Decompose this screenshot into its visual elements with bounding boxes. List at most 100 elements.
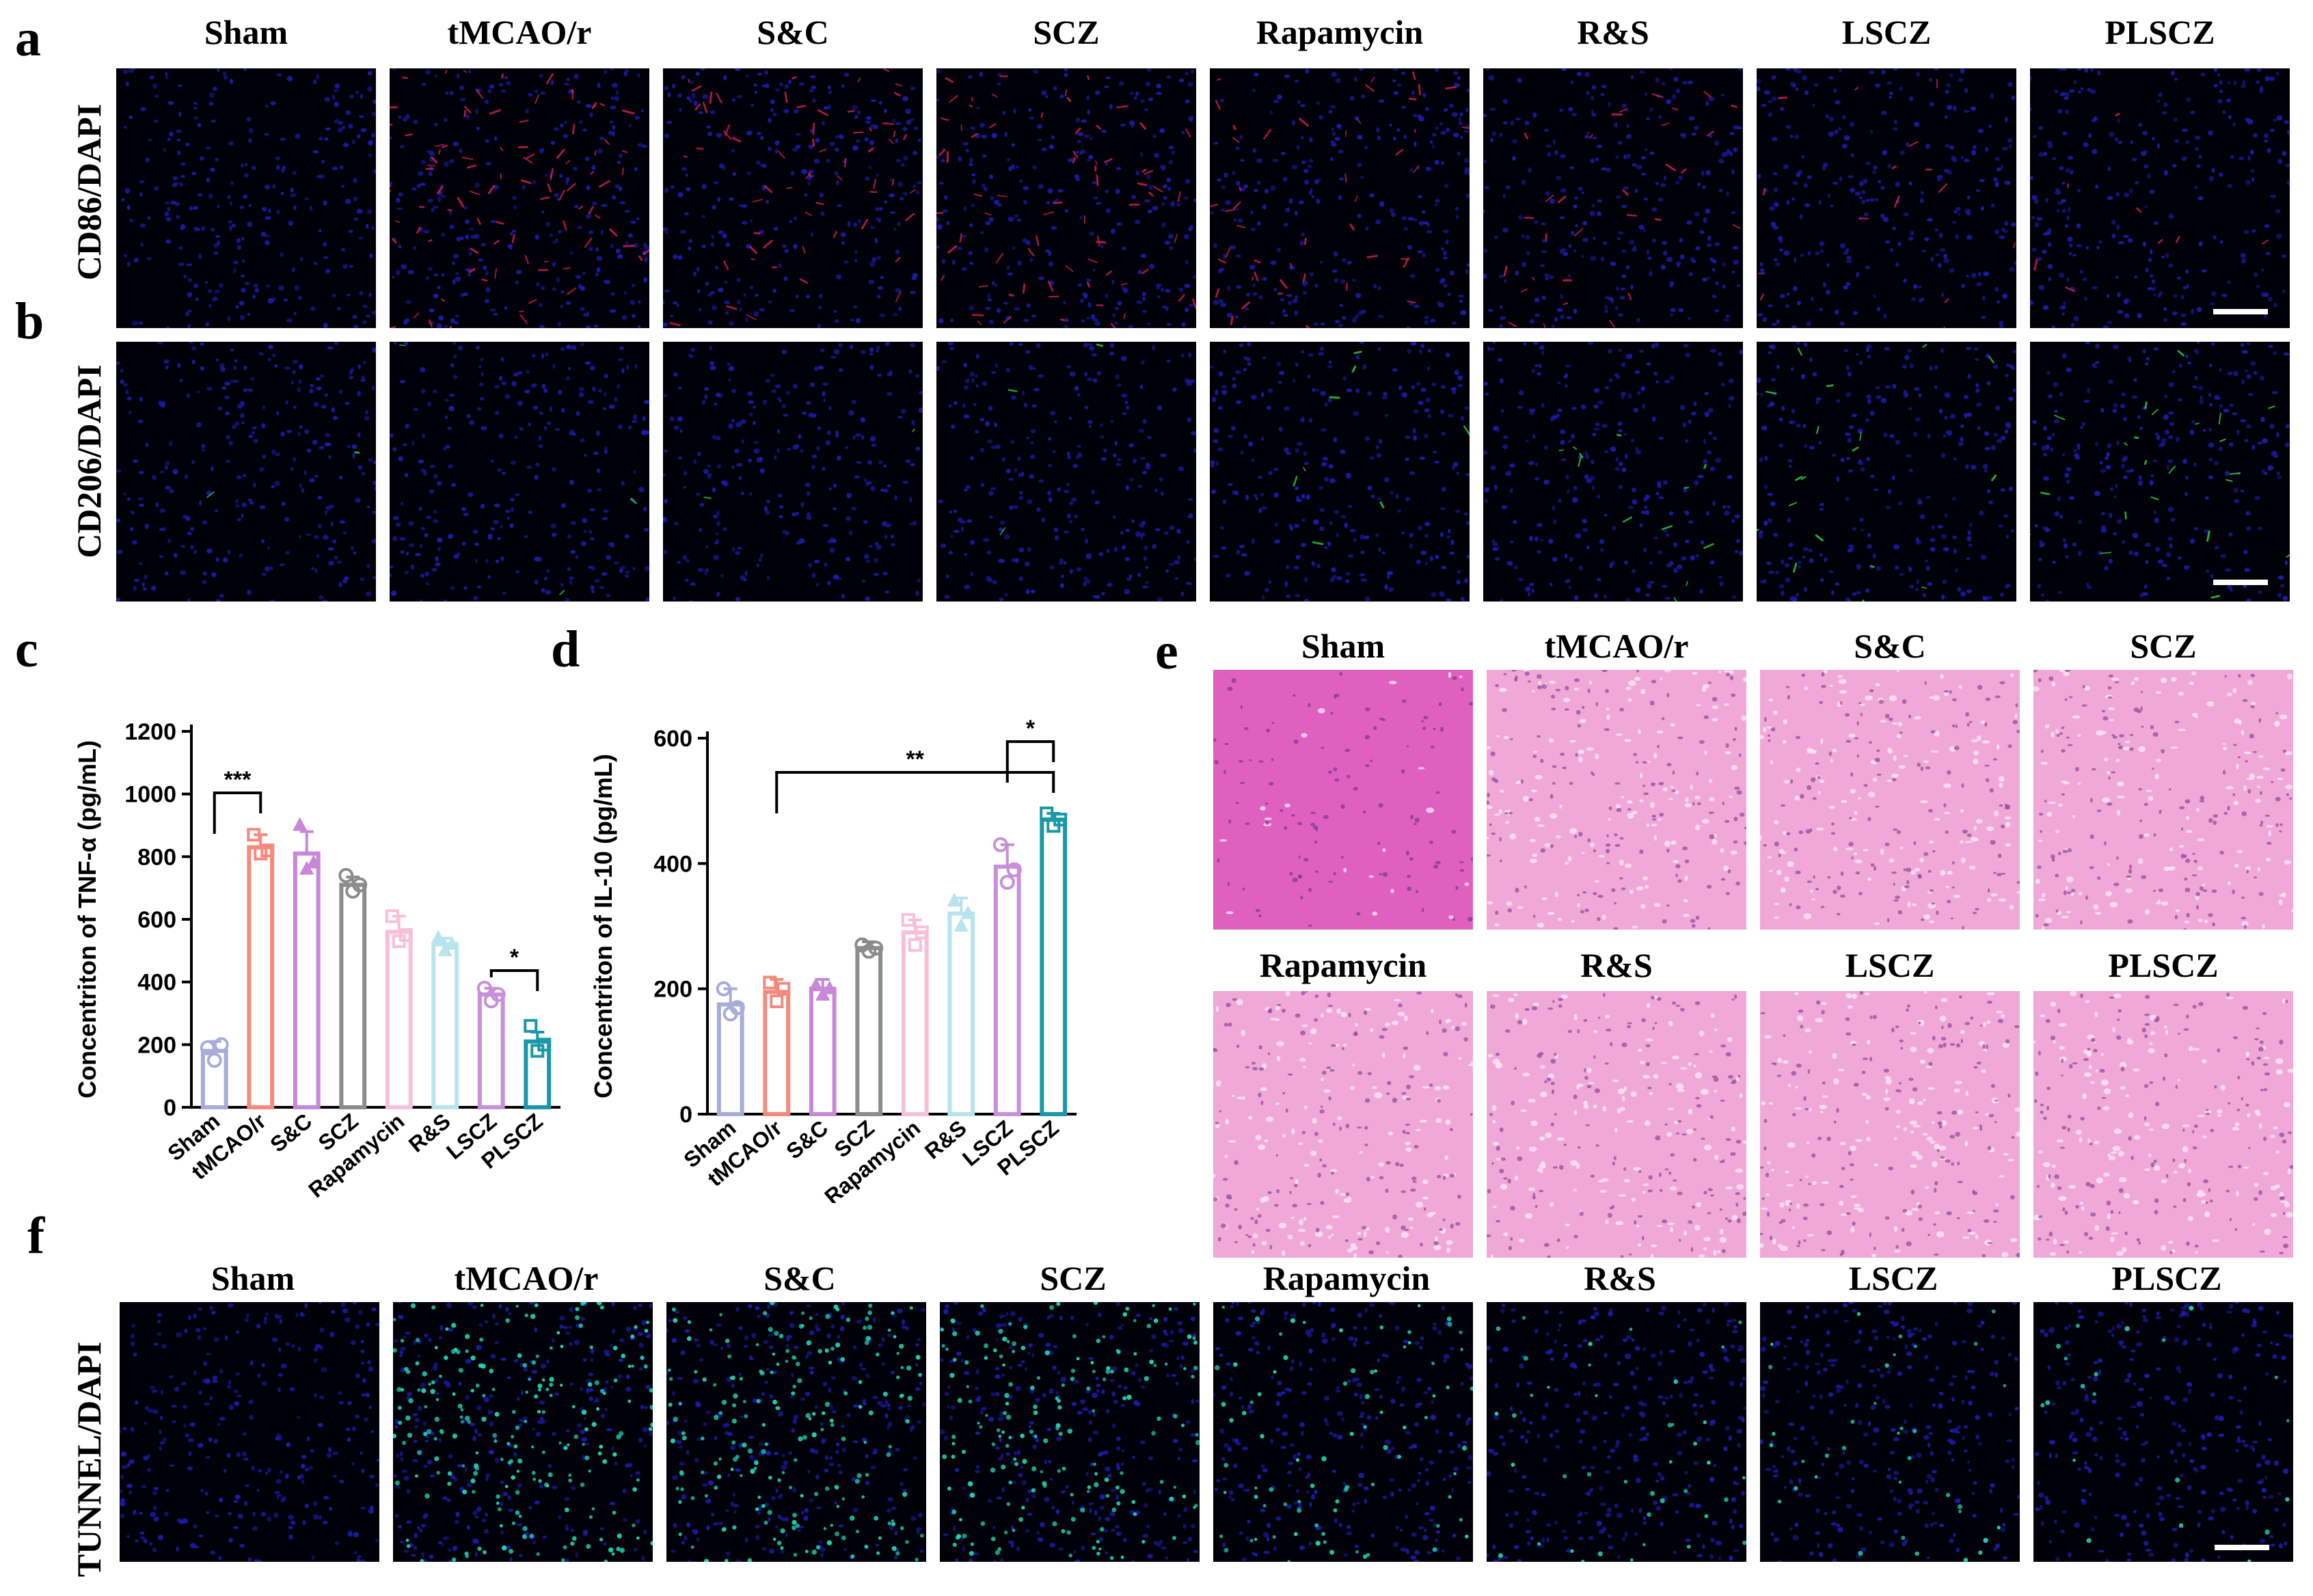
significance-label: ** bbox=[906, 746, 925, 772]
col-label-f-5: R&S bbox=[1490, 1261, 1750, 1295]
x-tick-label: S&C bbox=[265, 1109, 316, 1157]
bar-5 bbox=[949, 914, 973, 1114]
micrograph-cd86-4 bbox=[1210, 68, 1470, 328]
significance-bracket bbox=[776, 772, 1053, 813]
col-label-a-4: Rapamycin bbox=[1210, 15, 1470, 49]
bar-1 bbox=[765, 992, 788, 1114]
he-label-top-0: Sham bbox=[1213, 629, 1473, 663]
panel-letter-b: b bbox=[15, 295, 44, 347]
micrograph-cd206-4 bbox=[1210, 342, 1470, 601]
col-label-f-4: Rapamycin bbox=[1217, 1261, 1476, 1295]
micrograph-tunnel-1 bbox=[393, 1302, 653, 1562]
micrograph-cd86-5 bbox=[1483, 68, 1743, 328]
y-tick-label: 0 bbox=[679, 1102, 692, 1128]
micrograph-cd206-1 bbox=[390, 342, 649, 601]
micrograph-tunnel-5 bbox=[1487, 1302, 1746, 1562]
col-label-f-6: LSCZ bbox=[1763, 1261, 2023, 1295]
scale-bar-b bbox=[2213, 580, 2268, 585]
he-image-bottom-2 bbox=[1760, 991, 2020, 1258]
he-image-bottom-0 bbox=[1213, 991, 1473, 1258]
y-tick-label: 600 bbox=[137, 907, 176, 933]
significance-label: * bbox=[510, 945, 519, 971]
panel-letter-f: f bbox=[27, 1210, 44, 1262]
bar-0 bbox=[203, 1051, 226, 1108]
micrograph-cd206-2 bbox=[663, 342, 923, 601]
data-point bbox=[910, 940, 921, 951]
micrograph-tunnel-4 bbox=[1213, 1302, 1473, 1562]
significance-bracket bbox=[1007, 742, 1054, 783]
panel-letter-a: a bbox=[15, 12, 41, 64]
he-label-bottom-1: R&S bbox=[1487, 948, 1746, 982]
micrograph-tunnel-2 bbox=[666, 1302, 926, 1562]
he-image-top-0 bbox=[1213, 670, 1473, 930]
data-point bbox=[948, 894, 960, 906]
data-point bbox=[340, 869, 352, 882]
data-point bbox=[208, 1054, 221, 1066]
row-label-cd86: CD86/DAPI bbox=[72, 90, 106, 295]
bar-2 bbox=[295, 854, 319, 1107]
y-tick-label: 600 bbox=[653, 726, 692, 752]
bar-6 bbox=[996, 867, 1019, 1114]
bar-1 bbox=[249, 848, 272, 1107]
bar-2 bbox=[811, 989, 835, 1114]
col-label-a-2: S&C bbox=[663, 15, 923, 49]
bar-3 bbox=[857, 948, 880, 1114]
col-label-a-5: R&S bbox=[1483, 15, 1743, 49]
micrograph-tunnel-6 bbox=[1760, 1302, 2020, 1562]
bar-7 bbox=[1042, 820, 1065, 1114]
micrograph-cd86-1 bbox=[390, 68, 649, 328]
scale-bar-f bbox=[2215, 1545, 2269, 1550]
he-label-top-3: SCZ bbox=[2033, 629, 2293, 663]
y-tick-label: 1000 bbox=[124, 782, 176, 808]
col-label-f-2: S&C bbox=[670, 1261, 930, 1295]
y-axis-label: Concentriton of IL-10 (pg/mL) bbox=[589, 754, 617, 1098]
bar-6 bbox=[480, 995, 503, 1107]
scale-bar-a bbox=[2213, 309, 2268, 314]
significance-label: *** bbox=[224, 767, 252, 793]
row-label-tunnel: TUNNEL/DAPI bbox=[72, 1323, 106, 1596]
data-point bbox=[1001, 876, 1014, 889]
panel-letter-e: e bbox=[1155, 625, 1178, 677]
col-label-f-0: Sham bbox=[123, 1261, 383, 1295]
bar-4 bbox=[904, 932, 927, 1114]
he-label-top-1: tMCAO/r bbox=[1487, 629, 1746, 663]
micrograph-cd206-3 bbox=[936, 342, 1196, 601]
col-label-a-0: Sham bbox=[116, 15, 376, 49]
col-label-f-1: tMCAO/r bbox=[396, 1261, 656, 1295]
micrograph-cd86-7 bbox=[2030, 68, 2290, 328]
col-label-a-3: SCZ bbox=[936, 15, 1196, 49]
y-tick-label: 400 bbox=[137, 970, 176, 996]
he-image-top-2 bbox=[1760, 670, 2020, 930]
col-label-f-3: SCZ bbox=[943, 1261, 1203, 1295]
y-axis-label: Concentriton of TNF-α (pg/mL) bbox=[73, 740, 101, 1098]
data-point bbox=[771, 996, 782, 1007]
y-tick-label: 200 bbox=[137, 1032, 176, 1058]
micrograph-tunnel-7 bbox=[2033, 1302, 2293, 1562]
panel-letter-c: c bbox=[15, 623, 38, 675]
y-tick-label: 400 bbox=[653, 851, 692, 877]
micrograph-tunnel-0 bbox=[120, 1302, 379, 1562]
he-image-bottom-3 bbox=[2033, 991, 2293, 1258]
micrograph-cd206-6 bbox=[1757, 342, 2016, 601]
micrograph-cd86-0 bbox=[116, 68, 376, 328]
micrograph-cd206-0 bbox=[116, 342, 376, 601]
data-point bbox=[955, 919, 967, 931]
y-tick-label: 1200 bbox=[124, 719, 176, 745]
micrograph-cd86-2 bbox=[663, 68, 923, 328]
panel-letter-d: d bbox=[551, 623, 580, 675]
micrograph-cd206-7 bbox=[2030, 342, 2290, 601]
he-image-bottom-1 bbox=[1487, 991, 1746, 1258]
significance-label: * bbox=[1026, 716, 1036, 742]
col-label-f-7: PLSCZ bbox=[2037, 1261, 2297, 1295]
significance-bracket bbox=[215, 793, 261, 834]
he-image-top-1 bbox=[1487, 670, 1746, 930]
he-image-top-3 bbox=[2033, 670, 2293, 930]
col-label-a-6: LSCZ bbox=[1757, 15, 2016, 49]
col-label-a-7: PLSCZ bbox=[2030, 15, 2290, 49]
he-label-bottom-0: Rapamycin bbox=[1213, 948, 1473, 982]
micrograph-cd86-6 bbox=[1757, 68, 2016, 328]
y-tick-label: 200 bbox=[653, 977, 692, 1003]
